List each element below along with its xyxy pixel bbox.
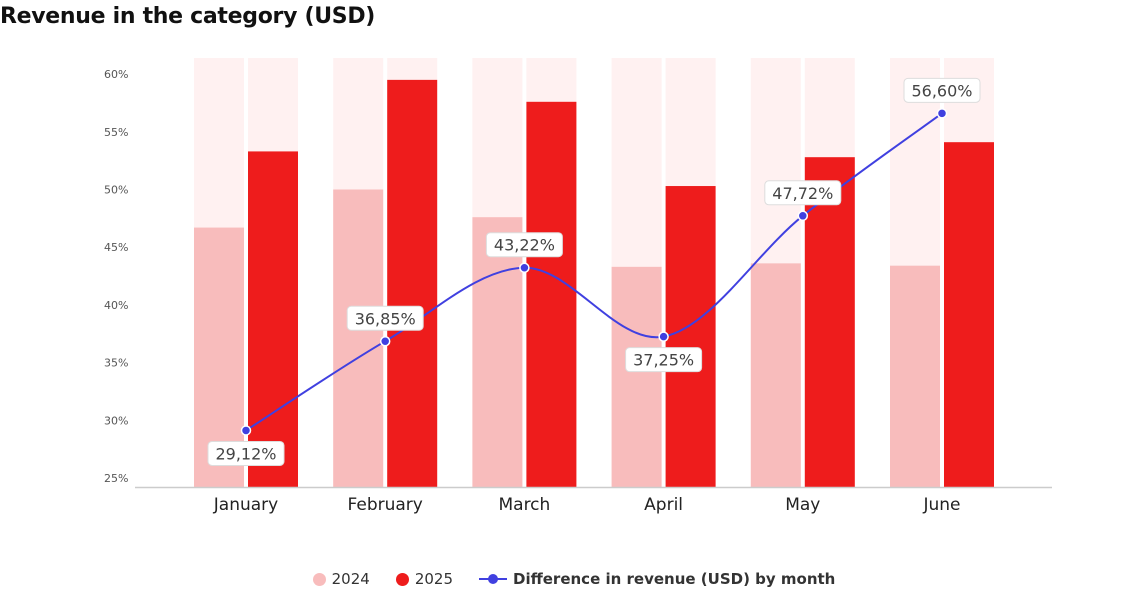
legend-swatch-2025	[395, 572, 409, 586]
y-tick-label: 60%	[104, 68, 128, 81]
chart-legend: 2024 2025 Difference in revenue (USD) by…	[0, 570, 1148, 588]
x-tick-label: January	[213, 495, 278, 515]
x-tick-label: April	[644, 495, 683, 515]
data-label-box	[485, 232, 563, 258]
legend-item-difference[interactable]: Difference in revenue (USD) by month	[479, 570, 835, 588]
data-label-box	[207, 440, 285, 466]
y-tick-label: 55%	[104, 126, 128, 139]
data-label: 29,12%	[215, 444, 276, 463]
x-tick-label: March	[498, 495, 550, 515]
difference-point	[797, 210, 809, 222]
x-tick-label: June	[922, 495, 960, 515]
data-label-box	[764, 180, 842, 206]
difference-point	[379, 336, 391, 347]
difference-point	[240, 425, 252, 436]
y-tick-label: 50%	[104, 184, 128, 197]
data-label-box	[903, 77, 981, 103]
bar-2025	[248, 151, 298, 487]
data-label: 56,60%	[911, 81, 972, 100]
y-tick-label: 45%	[104, 241, 128, 254]
data-label: 47,72%	[772, 184, 833, 203]
x-tick-label: May	[785, 495, 820, 515]
y-tick-label: 40%	[104, 299, 128, 312]
difference-point	[658, 331, 669, 342]
legend-label-difference: Difference in revenue (USD) by month	[513, 570, 836, 588]
bar-2024	[472, 217, 523, 488]
data-label-box	[625, 347, 703, 373]
y-tick-label: 25%	[104, 472, 128, 485]
bar-2024	[611, 266, 662, 487]
y-tick-label: 30%	[104, 414, 128, 427]
data-label: 37,25%	[633, 351, 694, 370]
bar-2025	[944, 142, 994, 487]
bar-2025	[526, 101, 577, 488]
bar-2025	[387, 79, 438, 488]
x-tick-label: February	[348, 495, 423, 515]
difference-point	[519, 262, 530, 273]
bar-2024	[750, 263, 801, 487]
data-label-box	[346, 305, 424, 331]
data-label: 43,22%	[494, 236, 555, 255]
bar-2025	[665, 186, 716, 487]
legend-label-2024: 2024	[331, 570, 370, 588]
bar-2025	[804, 157, 855, 488]
legend-swatch-difference	[479, 573, 508, 585]
chart-title: Revenue in the category (USD)	[0, 4, 376, 29]
legend-item-2024[interactable]: 2024	[312, 570, 370, 588]
legend-swatch-2024	[312, 572, 326, 586]
legend-label-2025: 2025	[414, 570, 454, 588]
y-tick-label: 35%	[104, 357, 128, 370]
data-label: 36,85%	[355, 309, 416, 328]
bar-2024	[890, 265, 940, 487]
bar-2024	[333, 189, 384, 487]
difference-point	[936, 108, 948, 119]
legend-item-2025[interactable]: 2025	[395, 570, 454, 588]
